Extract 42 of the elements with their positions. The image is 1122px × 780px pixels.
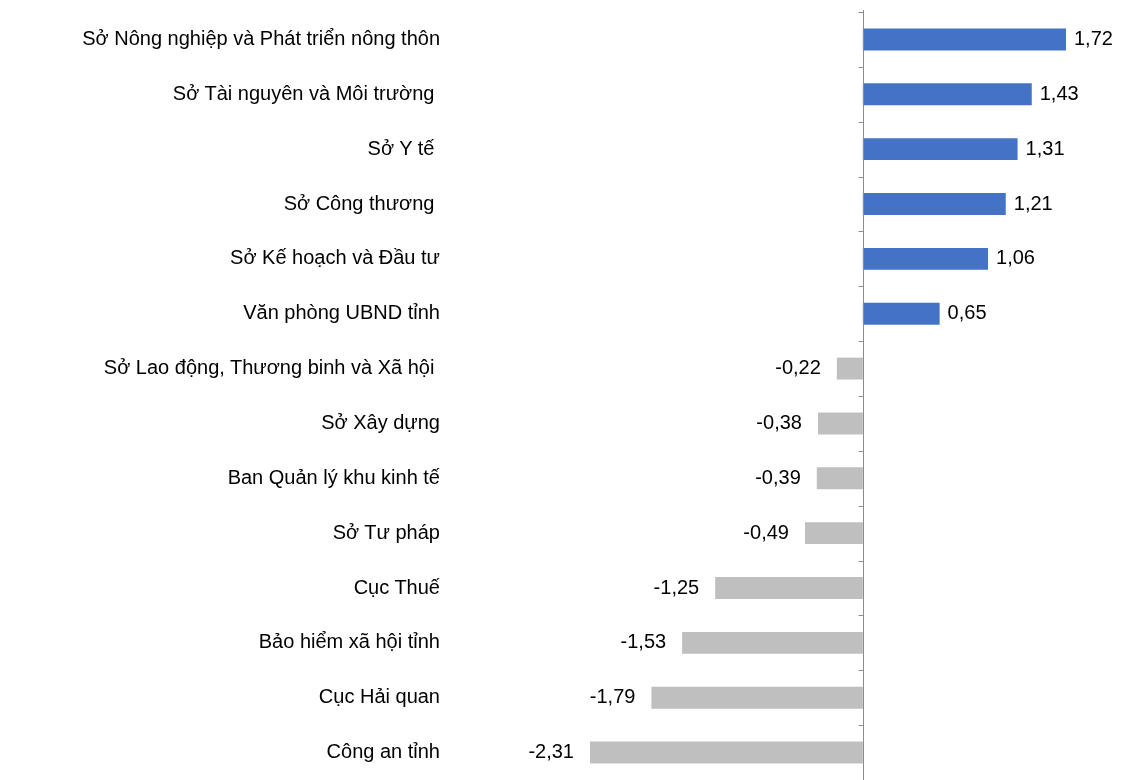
bar [862,83,1032,106]
bar [682,631,863,654]
y-tick-label: Sở Y tế [367,136,440,159]
bar [590,741,863,764]
data-label: -2,31 [528,740,574,763]
y-tick-label: Sở Xây dựng [321,410,440,433]
y-tick-label: Ban Quản lý khu kinh tế [227,465,440,488]
data-label: -0,38 [756,410,802,433]
bar [817,412,863,435]
bar [651,686,863,709]
data-label: -1,53 [620,630,667,653]
y-tick-label: Sở Công thương [283,191,440,214]
bar [862,28,1066,51]
data-label: -1,25 [653,575,700,598]
data-label: -1,79 [589,685,636,708]
data-label: 0,65 [947,301,987,324]
bar [862,247,989,270]
y-tick-label: Sở Kế hoạch và Đầu tư [230,246,440,269]
data-label: 1,21 [1013,191,1053,214]
data-label: 1,43 [1039,81,1079,104]
y-tick-label: Cục Thuế [353,575,440,598]
bar [804,522,863,545]
y-tick-label: Cục Hải quan [318,685,440,708]
bar [836,357,863,380]
y-tick-label: Sở Tư pháp [332,520,440,543]
y-tick-label: Văn phòng UBND tỉnh [243,301,440,324]
y-tick-label: Sở Lao động, Thương binh và Xã hội [103,356,440,379]
data-label: 1,72 [1074,26,1113,49]
y-tick-label: Sở Tài nguyên và Môi trường [172,81,440,104]
data-label: -0,49 [743,520,789,543]
bar [862,193,1006,215]
y-tick-label: Công an tỉnh [326,740,440,763]
bar [816,467,863,490]
bar [862,302,940,325]
y-tick-label: Sở Nông nghiệp và Phát triển nông thôn [82,26,440,49]
data-label: 1,06 [996,246,1035,269]
data-label: 1,31 [1025,136,1065,159]
bar [715,577,863,599]
data-label: -0,39 [755,465,801,488]
y-tick-label: Bảo hiểm xã hội tỉnh [258,630,440,653]
data-label: -0,22 [775,356,821,379]
bar [862,138,1018,161]
